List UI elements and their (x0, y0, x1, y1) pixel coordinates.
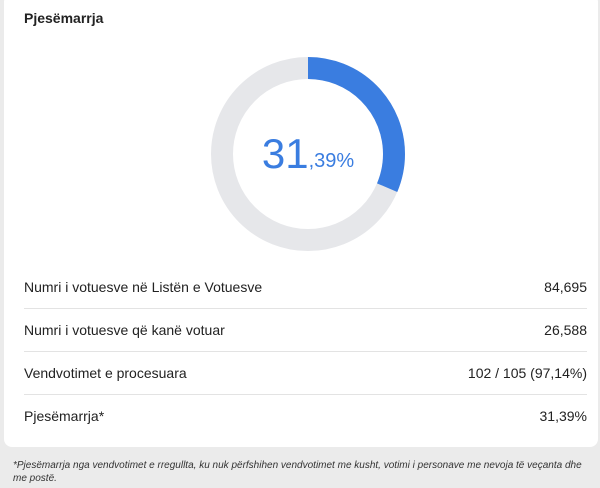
row-value: 26,588 (544, 322, 587, 338)
row-label: Vendvotimet e procesuara (24, 365, 187, 381)
footnote: *Pjesëmarrja nga vendvotimet e rregullta… (13, 460, 582, 484)
turnout-integer: 31 (261, 130, 309, 177)
row-value: 31,39% (539, 408, 587, 424)
turnout-donut (211, 57, 405, 251)
stats-row-stations: Vendvotimet e procesuara 102 / 105 (97,14… (24, 352, 587, 395)
row-value: 84,695 (544, 279, 587, 295)
turnout-card: Pjesëmarrja 31,39% Numri i votuesve në L… (4, 0, 598, 447)
row-label: Pjesëmarrja* (24, 408, 105, 424)
donut-progress-arc (211, 57, 405, 251)
turnout-decimal: ,39% (308, 149, 355, 172)
row-label: Numri i votuesve në Listën e Votuesve (24, 279, 263, 295)
stats-list: Numri i votuesve në Listën e Votuesve 84,… (24, 266, 587, 437)
row-value: 102 / 105 (97,14%) (467, 365, 587, 381)
stats-row-turnout: Pjesëmarrja* 31,39% (24, 395, 587, 437)
stats-row-registered: Numri i votuesve në Listën e Votuesve 84,… (24, 266, 587, 309)
turnout-percentage: 31,39% (202, 48, 414, 260)
card-title: Pjesëmarrja (24, 10, 104, 26)
row-label: Numri i votuesve që kanë votuar (24, 322, 225, 338)
stats-row-voted: Numri i votuesve që kanë votuar 26,588 (24, 309, 587, 352)
